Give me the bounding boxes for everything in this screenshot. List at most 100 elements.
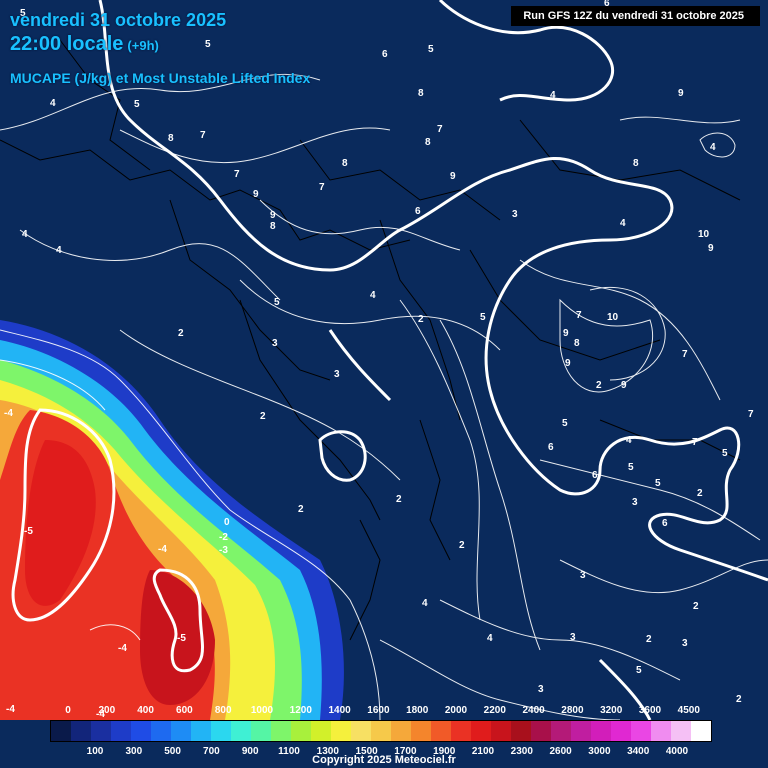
contour-label: 7 <box>682 349 688 360</box>
map-subtitle: MUCAPE (J/kg) et Most Unstable Lifted In… <box>10 70 311 86</box>
contour-label: 3 <box>272 338 278 349</box>
contour-label: 9 <box>253 189 259 200</box>
scale-tick-upper: 400 <box>137 705 154 716</box>
scale-swatch <box>351 721 371 741</box>
contour-label: 4 <box>56 245 62 256</box>
scale-swatch <box>431 721 451 741</box>
contour-label: 5 <box>722 448 728 459</box>
contour-label: -4 <box>158 544 167 555</box>
copyright: Copyright 2025 Meteociel.fr <box>312 754 456 766</box>
scale-swatch <box>231 721 251 741</box>
contour-label: 8 <box>574 338 580 349</box>
scale-tick-upper: 3200 <box>600 705 623 716</box>
contour-label: 6 <box>604 0 610 9</box>
contour-label: 10 <box>607 312 619 323</box>
scale-tick-upper: 3600 <box>638 705 662 716</box>
contour-label: 4 <box>22 229 28 240</box>
scale-tick-lower: 1300 <box>316 746 339 757</box>
scale-tick-upper: 0 <box>65 705 71 716</box>
scale-tick-lower: 500 <box>164 746 181 757</box>
scale-swatch <box>371 721 391 741</box>
scale-tick-upper: 4500 <box>677 705 700 716</box>
scale-swatch <box>531 721 551 741</box>
forecast-date: vendredi 31 octobre 2025 <box>10 10 227 30</box>
scale-swatch <box>511 721 531 741</box>
scale-swatch <box>671 721 691 741</box>
scale-tick-lower: 100 <box>86 746 104 757</box>
scale-swatch <box>131 721 151 741</box>
scale-tick-lower: 2600 <box>549 746 572 757</box>
scale-swatch <box>71 721 91 741</box>
contour-label: 7 <box>319 182 325 193</box>
contour-label: 3 <box>682 638 688 649</box>
contour-label: 9 <box>563 328 569 339</box>
scale-swatch <box>311 721 331 741</box>
contour-label: 7 <box>576 310 582 321</box>
contour-label: 8 <box>270 221 276 232</box>
scale-tick-lower: 1100 <box>278 746 300 757</box>
scale-swatch <box>171 721 191 741</box>
color-scale <box>50 720 712 742</box>
contour-label: -2 <box>219 532 228 543</box>
scale-swatch <box>251 721 271 741</box>
contour-label: 2 <box>298 504 304 515</box>
contour-label: -4 <box>118 643 127 654</box>
scale-tick-upper: 1800 <box>406 705 429 716</box>
scale-swatch <box>151 721 171 741</box>
contour-label: 9 <box>708 243 714 254</box>
contour-labels: 5 6 5 6 4 8 9 5 4 5 8 7 7 8 8 9 7 7 8 9 … <box>4 0 754 720</box>
contour-label: 6 <box>415 206 421 217</box>
scale-swatch <box>651 721 671 741</box>
contour-label: -5 <box>177 633 186 644</box>
contour-label: 8 <box>168 133 174 144</box>
forecast-time: 22:00 locale (+9h) <box>10 33 159 56</box>
forecast-offset: (+9h) <box>127 38 159 53</box>
scale-tick-upper: 800 <box>214 705 232 716</box>
contour-label: 5 <box>20 8 26 19</box>
scale-tick-lower: 2100 <box>471 746 495 757</box>
contour-label: 5 <box>655 478 661 489</box>
contour-label: -3 <box>219 545 228 556</box>
scale-tick-upper: 1200 <box>289 705 312 716</box>
contour-label: 2 <box>697 488 703 499</box>
contour-label: 2 <box>260 411 266 422</box>
contour-label: 2 <box>693 601 699 612</box>
scale-swatch <box>491 721 511 741</box>
scale-tick-upper: 1600 <box>367 705 390 716</box>
contour-label: 2 <box>178 328 184 339</box>
scale-tick-lower: 3000 <box>588 746 611 757</box>
scale-tick-upper: 1400 <box>328 705 351 716</box>
contour-label: 8 <box>418 88 424 99</box>
contour-label: 9 <box>270 210 276 221</box>
contour-label: 2 <box>646 634 652 645</box>
contour-label: 5 <box>628 462 634 473</box>
contour-label: -4 <box>6 704 15 715</box>
contour-label: -4 <box>4 408 13 419</box>
scale-tick-lower: 1500 <box>355 746 378 757</box>
scale-tick-upper: 200 <box>98 705 116 716</box>
scale-tick-lower: 3400 <box>627 746 650 757</box>
contour-label: 4 <box>620 218 626 229</box>
contour-label: 4 <box>487 633 493 644</box>
contour-label: 5 <box>274 297 280 308</box>
contour-label: 7 <box>200 130 206 141</box>
contour-label: 4 <box>710 142 716 153</box>
scale-swatch <box>631 721 651 741</box>
scale-swatch <box>571 721 591 741</box>
thick-contours <box>11 0 768 721</box>
scale-tick-lower: 700 <box>203 746 220 757</box>
contour-label: 4 <box>370 290 376 301</box>
contour-label: 3 <box>334 369 340 380</box>
scale-tick-upper: 2800 <box>561 705 584 716</box>
scale-swatch <box>91 721 111 741</box>
scale-tick-lower: 1900 <box>433 746 456 757</box>
contour-label: 4 <box>626 435 632 446</box>
contour-label: 10 <box>698 229 710 240</box>
contour-label: 9 <box>621 380 627 391</box>
contour-label: 9 <box>565 358 571 369</box>
contour-label: 8 <box>425 137 431 148</box>
contour-label: 5 <box>562 418 568 429</box>
country-borders <box>0 39 741 641</box>
contour-label: 2 <box>736 694 742 705</box>
